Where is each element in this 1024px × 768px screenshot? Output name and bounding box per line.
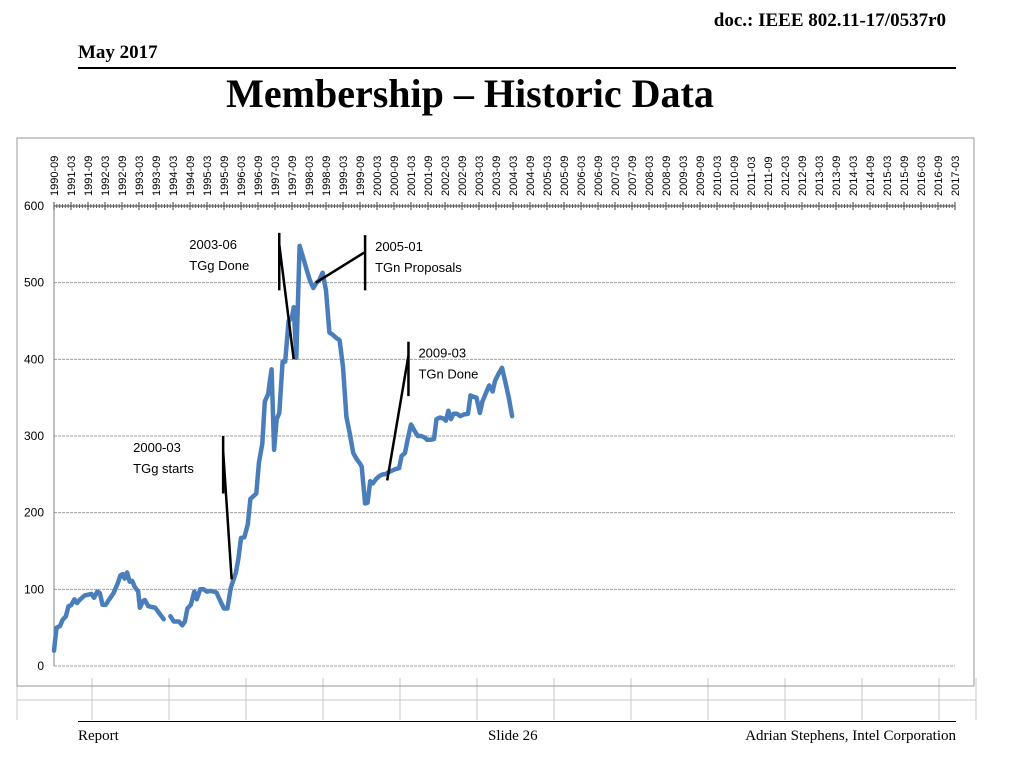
y-tick-label: 300 [24,429,44,443]
x-tick-label: 2011-09 [763,156,775,196]
annotation-pointer [315,250,366,284]
x-tick-label: 2016-09 [933,156,945,196]
x-tick-label: 1999-03 [338,156,350,196]
membership-chart: 1990-09 1991-03 1991-09 1992-03 1992-09 1993-… [16,137,977,720]
x-tick-label: 2009-09 [695,156,707,196]
x-tick-label: 2004-09 [525,156,537,196]
x-tick-label: 2014-03 [848,156,860,196]
x-tick-label: 1991-03 [66,156,78,196]
x-tick-label: 2006-09 [593,156,605,196]
x-tick-label: 1999-09 [355,156,367,196]
annotation-pointer [385,355,410,481]
annotation-label: TGn Done [418,367,478,382]
x-tick-label: 1993-03 [134,156,146,196]
annotation-date: 2003-06 [189,237,237,252]
annotation-date: 2000-03 [133,440,181,455]
x-tick-label: 1996-09 [253,156,265,196]
x-tick-label: 2003-03 [474,156,486,196]
x-tick-label: 2000-09 [389,156,401,196]
x-tick-label: 1993-09 [151,156,163,196]
x-tick-label: 1992-03 [100,156,112,196]
x-tick-label: 1995-03 [202,156,214,196]
x-tick-label: 2008-09 [661,156,673,196]
annotation-date: 2009-03 [418,346,466,361]
x-tick-label: 2006-03 [576,156,588,196]
footer-author: Adrian Stephens, Intel Corporation [745,728,956,744]
x-tick-label: 2013-09 [831,156,843,196]
annotation-label: TGn Proposals [375,260,462,275]
x-tick-label: 2012-09 [797,156,809,196]
x-tick-label: 1996-03 [236,156,248,196]
document-id: doc.: IEEE 802.11-17/0537r0 [713,10,946,31]
x-tick-label: 2013-03 [814,156,826,196]
x-tick-label: 1990-09 [49,156,61,196]
x-tick-label: 2005-09 [559,156,571,196]
x-tick-label: 2010-03 [712,156,724,196]
x-tick-label: 2001-09 [423,156,435,196]
annotation-pointer [221,451,233,580]
x-tick-label: 2011-03 [746,156,758,196]
y-tick-label: 100 [24,582,44,596]
x-tick-label: 2009-03 [678,156,690,196]
x-tick-label: 2007-09 [627,156,639,196]
x-tick-label: 2015-09 [899,156,911,196]
annotation-pointer [278,244,295,360]
y-tick-label: 200 [24,506,44,520]
x-tick-label: 2010-09 [729,156,741,196]
x-tick-label: 1998-09 [321,156,333,196]
chart-border [16,137,975,687]
x-tick-label: 2004-03 [508,156,520,196]
x-tick-label: 2016-03 [916,156,928,196]
x-tick-label: 1997-09 [287,156,299,196]
x-tick-label: 1998-03 [304,156,316,196]
annotation-label: TGg Done [189,258,249,273]
x-tick-label: 2001-03 [406,156,418,196]
x-tick-label: 2007-03 [610,156,622,196]
annotation-date: 2005-01 [375,239,423,254]
x-tick-label: 1991-09 [83,156,95,196]
y-tick-label: 500 [24,276,44,290]
x-tick-label: 2003-09 [491,156,503,196]
y-tick-label: 0 [37,659,44,673]
x-tick-label: 2017-03 [950,156,962,196]
slide-date: May 2017 [78,42,158,63]
x-tick-label: 1992-09 [117,156,129,196]
y-tick-label: 600 [24,199,44,213]
x-tick-label: 2002-03 [440,156,452,196]
annotation-label: TGg starts [133,461,194,476]
x-tick-label: 1995-09 [219,156,231,196]
header-divider [78,67,956,69]
membership-series-line [51,570,166,653]
x-tick-label: 1994-09 [185,156,197,196]
x-tick-label: 2012-03 [780,156,792,196]
x-tick-label: 2008-03 [644,156,656,196]
x-tick-label: 2014-09 [865,156,877,196]
footer-slide-number: Slide 26 [488,728,538,744]
x-tick-label: 1994-03 [168,156,180,196]
x-tick-label: 1997-03 [270,156,282,196]
y-tick-label: 400 [24,352,44,366]
membership-series-line [168,243,515,628]
footer-divider [78,721,956,722]
x-tick-label: 2005-03 [542,156,554,196]
footer-report-label: Report [78,728,119,744]
slide-title: Membership – Historic Data [226,71,714,116]
x-tick-label: 2000-03 [372,156,384,196]
x-tick-label: 2002-09 [457,156,469,196]
x-tick-label: 2015-03 [882,156,894,196]
